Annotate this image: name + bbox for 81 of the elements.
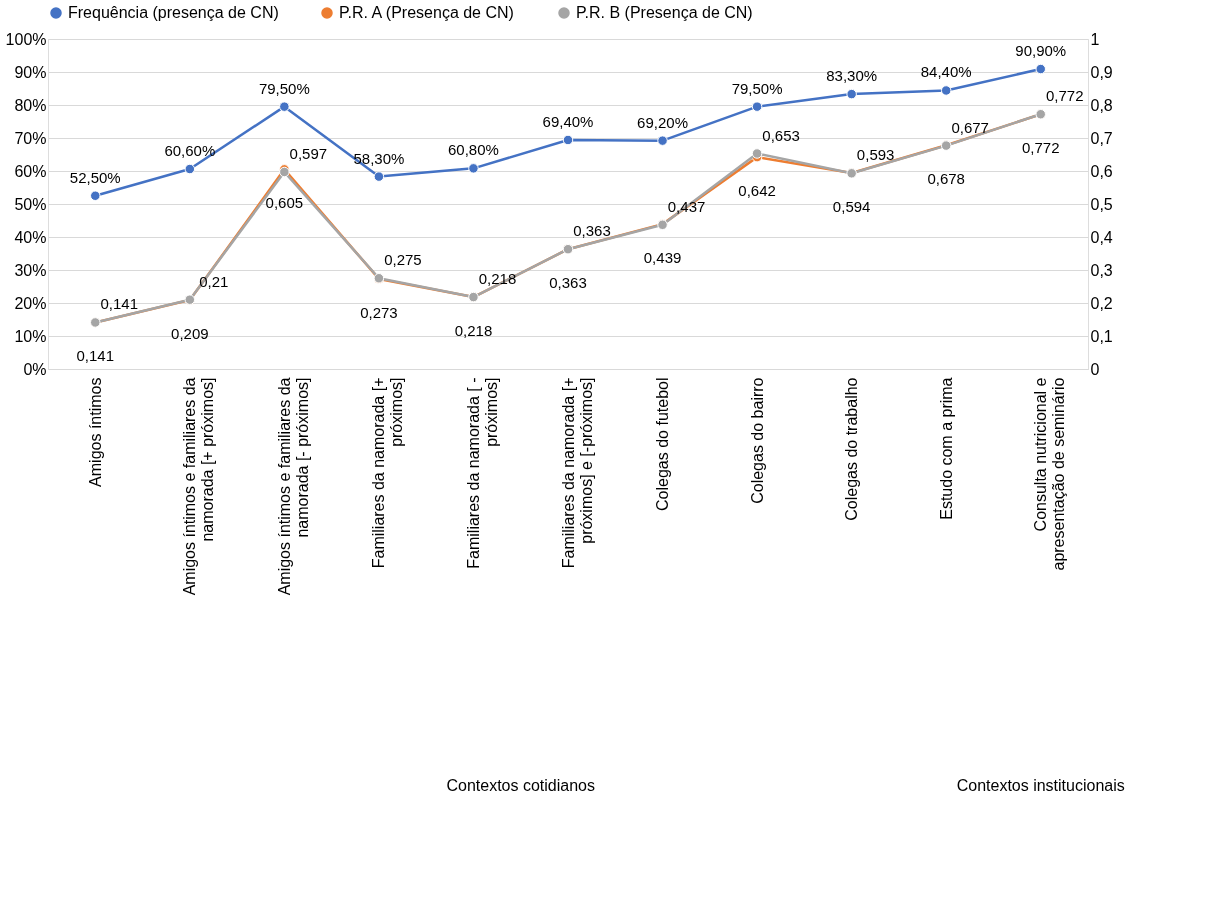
- data-label: 52,50%: [69, 168, 121, 186]
- data-label: 0,653: [762, 126, 800, 144]
- y2-tick-label: 0,4: [1090, 228, 1113, 246]
- x-tick-label: Amigos íntimos e familiares da namorada [+ próximos]: [181, 377, 217, 596]
- y2-tick-label: 0,1: [1090, 327, 1113, 345]
- x-tick-label: Familiares da namorada [ - próximos]: [464, 377, 500, 569]
- y2-tick-label: 0,2: [1090, 294, 1113, 312]
- data-label: 84,40%: [920, 63, 972, 81]
- y-tick-label: 60%: [14, 162, 47, 180]
- x-tick-label: Consulta nutricional e apresentação de seminário: [1032, 377, 1068, 571]
- y2-tick-label: 0,3: [1090, 261, 1113, 279]
- point: [279, 101, 290, 112]
- data-label: 0,141: [76, 347, 115, 365]
- data-label: 0,597: [289, 144, 328, 162]
- point: [562, 134, 574, 146]
- data-label: 79,50%: [258, 79, 310, 97]
- y-tick-label: 80%: [14, 96, 47, 114]
- y-tick-label: 30%: [14, 261, 47, 279]
- data-label: 60,60%: [164, 142, 216, 160]
- data-label: 0,593: [856, 146, 895, 164]
- data-label: 0,605: [265, 194, 304, 212]
- y-tick-label: 50%: [14, 195, 47, 213]
- point: [90, 190, 101, 201]
- y-tick-label: 40%: [14, 228, 47, 246]
- data-label: 0,363: [549, 274, 587, 292]
- data-label: 0,273: [360, 303, 398, 321]
- data-label: 69,40%: [542, 112, 594, 130]
- data-label: 0,209: [171, 325, 209, 343]
- data-label: 0,678: [927, 170, 965, 188]
- y2-tick-label: 0,9: [1090, 63, 1113, 81]
- data-label: 0,363: [573, 222, 611, 240]
- data-label: 0,642: [738, 182, 776, 200]
- y-tick-label: 70%: [14, 129, 47, 147]
- point: [751, 148, 763, 159]
- y-tick-label: 0%: [23, 360, 47, 378]
- y-tick-label: 10%: [14, 327, 47, 345]
- data-label: 79,50%: [731, 79, 783, 97]
- data-label: 0,772: [1045, 87, 1084, 105]
- data-label: 58,30%: [353, 149, 405, 167]
- text: Contextos institucionais: [956, 777, 1125, 794]
- data-label: 0,275: [384, 251, 422, 269]
- point: [751, 101, 763, 112]
- y2-tick-label: 0: [1090, 360, 1100, 378]
- text: Contextos cotidianos: [446, 777, 595, 794]
- point: [1035, 63, 1046, 75]
- data-label: 0,594: [832, 197, 871, 215]
- y-tick-label: 100%: [5, 30, 47, 48]
- point: [184, 163, 196, 175]
- data-label: 0,218: [454, 322, 493, 340]
- legend-label: P.R. A (Presença de CN): [339, 4, 514, 21]
- legend-label: P.R. B (Presença de CN): [576, 4, 753, 21]
- data-label: 0,21: [199, 272, 229, 290]
- point: [846, 88, 857, 100]
- point: [657, 135, 668, 146]
- data-label: 0,141: [100, 295, 139, 313]
- point: [373, 171, 385, 182]
- data-label: 60,80%: [448, 141, 499, 159]
- data-label: 0,218: [478, 270, 517, 288]
- y2-tick-label: 0,5: [1090, 195, 1113, 213]
- x-tick-label: Familiares da namorada [+ próximos]: [370, 377, 406, 569]
- x-tick-label: Estudo com a prima: [937, 377, 955, 520]
- x-tick-label: Colegas do futebol: [654, 377, 672, 511]
- y-tick-label: 20%: [14, 294, 47, 312]
- y2-tick-label: 0,7: [1090, 129, 1113, 147]
- data-label: 69,20%: [637, 113, 688, 131]
- y2-tick-label: 0,6: [1090, 162, 1113, 180]
- data-label: 0,772: [1021, 139, 1060, 157]
- y2-tick-label: 0,8: [1090, 96, 1113, 114]
- data-label: 0,439: [643, 249, 682, 267]
- point: [940, 85, 952, 96]
- x-tick-label: Colegas do bairro: [748, 377, 766, 504]
- y2-tick-label: 1: [1090, 30, 1100, 48]
- data-label: 83,30%: [826, 67, 878, 85]
- x-tick-label: Amigos íntimos: [86, 377, 104, 487]
- data-label: 0,677: [951, 118, 989, 136]
- data-label: 0,437: [667, 197, 706, 215]
- data-label: 90,90%: [1015, 42, 1067, 60]
- x-tick-label: Colegas do trabalho: [843, 377, 861, 521]
- y-tick-label: 90%: [14, 63, 47, 81]
- legend-label: Frequência (presença de CN): [68, 4, 279, 21]
- point: [468, 163, 479, 174]
